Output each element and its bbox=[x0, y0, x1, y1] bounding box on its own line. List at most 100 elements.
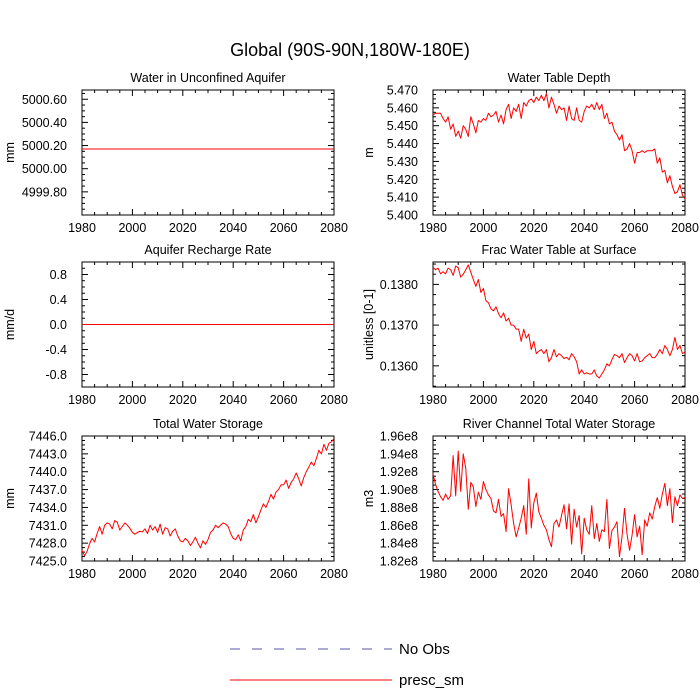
x-tick-label: 2060 bbox=[621, 393, 649, 407]
x-tick-label: 2040 bbox=[570, 393, 598, 407]
x-tick-label: 1980 bbox=[419, 567, 447, 581]
y-tick-label: 7425.0 bbox=[29, 555, 67, 569]
y-tick-label: 1.94e8 bbox=[380, 447, 418, 461]
y-axis-label: unitless [0-1] bbox=[362, 289, 376, 360]
y-tick-label: 7434.0 bbox=[29, 501, 67, 515]
chart-panel-5: Total Water Storage 1980 2000 2020 2040 2060 2… bbox=[3, 417, 348, 581]
y-tick-label: 7437.0 bbox=[29, 483, 67, 497]
x-tick-label: 2060 bbox=[621, 221, 649, 235]
x-tick-label: 2020 bbox=[169, 567, 197, 581]
y-axis-label: mm/d bbox=[3, 309, 17, 340]
y-tick-label: 5.470 bbox=[387, 84, 418, 98]
series-line-presc-sm bbox=[432, 450, 686, 558]
plot-frame bbox=[432, 435, 686, 562]
plot-frame bbox=[432, 89, 686, 216]
panel-title: Water in Unconfined Aquifer bbox=[130, 71, 285, 85]
y-tick-label: 0.1380 bbox=[380, 278, 418, 292]
y-axis-label: mm bbox=[3, 142, 17, 163]
y-tick-label: 0.0 bbox=[50, 318, 67, 332]
legend: No Obs presc_sm bbox=[230, 641, 464, 689]
y-tick-label: 5.420 bbox=[387, 173, 418, 187]
y-tick-label: 0.1360 bbox=[380, 359, 418, 373]
x-tick-label: 2020 bbox=[520, 393, 548, 407]
x-tick-label: 2080 bbox=[671, 221, 699, 235]
x-tick-label: 2040 bbox=[219, 567, 247, 581]
x-tick-label: 2040 bbox=[570, 221, 598, 235]
x-tick-label: 1980 bbox=[68, 221, 96, 235]
panel-title: Total Water Storage bbox=[153, 417, 263, 431]
y-tick-label: 1.86e8 bbox=[380, 519, 418, 533]
y-tick-label: 4999.80 bbox=[22, 185, 67, 199]
y-tick-label: 7440.0 bbox=[29, 465, 67, 479]
panels: Water in Unconfined Aquifer 1980 2000 2020 2… bbox=[3, 71, 699, 581]
x-tick-label: 2020 bbox=[520, 567, 548, 581]
y-tick-label: 1.84e8 bbox=[380, 537, 418, 551]
y-tick-label: 7428.0 bbox=[29, 537, 67, 551]
x-tick-label: 2000 bbox=[118, 393, 146, 407]
x-tick-label: 2000 bbox=[469, 221, 497, 235]
x-tick-label: 2040 bbox=[570, 567, 598, 581]
series-line-presc-sm bbox=[81, 438, 335, 557]
y-tick-label: 5.400 bbox=[387, 209, 418, 223]
y-tick-label: 0.8 bbox=[50, 268, 67, 282]
x-tick-label: 2020 bbox=[169, 393, 197, 407]
x-tick-label: 2000 bbox=[469, 393, 497, 407]
chart-panel-4: Frac Water Table at Surface 1980 2000 2020 2… bbox=[362, 243, 699, 407]
y-tick-label: 5.430 bbox=[387, 155, 418, 169]
y-tick-label: 5.440 bbox=[387, 137, 418, 151]
x-tick-label: 2040 bbox=[219, 221, 247, 235]
y-axis-label: mm bbox=[3, 488, 17, 509]
chart-panel-6: River Channel Total Water Storage 1980 200… bbox=[362, 417, 699, 581]
x-tick-label: 2020 bbox=[520, 221, 548, 235]
x-tick-label: 2020 bbox=[169, 221, 197, 235]
panel-title: River Channel Total Water Storage bbox=[463, 417, 656, 431]
x-tick-label: 2000 bbox=[469, 567, 497, 581]
y-tick-label: 1.96e8 bbox=[380, 430, 418, 444]
chart-panel-1: Water in Unconfined Aquifer 1980 2000 2020 2… bbox=[3, 71, 348, 235]
y-tick-label: 7443.0 bbox=[29, 447, 67, 461]
y-tick-label: 5000.00 bbox=[22, 162, 67, 176]
x-tick-label: 2060 bbox=[270, 393, 298, 407]
y-tick-label: 5000.40 bbox=[22, 116, 67, 130]
figure-title: Global (90S-90N,180W-180E) bbox=[230, 40, 470, 60]
y-tick-label: 5.410 bbox=[387, 191, 418, 205]
plot-frame bbox=[81, 435, 335, 562]
y-tick-label: 5000.60 bbox=[22, 93, 67, 107]
x-tick-label: 2040 bbox=[219, 393, 247, 407]
x-tick-label: 2060 bbox=[270, 221, 298, 235]
y-tick-label: 1.90e8 bbox=[380, 483, 418, 497]
y-tick-label: 1.88e8 bbox=[380, 501, 418, 515]
legend-label-presc-sm: presc_sm bbox=[399, 672, 464, 689]
x-tick-label: 2080 bbox=[320, 393, 348, 407]
plot-frame bbox=[432, 261, 686, 388]
legend-label-no-obs: No Obs bbox=[399, 641, 450, 658]
y-tick-label: 5.460 bbox=[387, 101, 418, 115]
y-tick-label: -0.4 bbox=[45, 343, 67, 357]
chart-panel-2: Water Table Depth 1980 2000 2020 2040 2060 208… bbox=[362, 71, 699, 235]
y-tick-label: 5000.20 bbox=[22, 139, 67, 153]
panel-title: Water Table Depth bbox=[508, 71, 611, 85]
y-tick-label: -0.8 bbox=[45, 368, 67, 382]
y-tick-label: 7431.0 bbox=[29, 519, 67, 533]
x-tick-label: 1980 bbox=[419, 221, 447, 235]
panel-title: Aquifer Recharge Rate bbox=[144, 243, 271, 257]
y-axis-label: m bbox=[362, 147, 376, 157]
y-tick-label: 0.1370 bbox=[380, 319, 418, 333]
y-tick-label: 0.4 bbox=[50, 293, 67, 307]
x-tick-label: 1980 bbox=[68, 393, 96, 407]
x-tick-label: 2080 bbox=[671, 567, 699, 581]
series-line-presc-sm bbox=[432, 264, 686, 379]
series-line-presc-sm bbox=[432, 93, 686, 200]
y-axis-label: m3 bbox=[362, 490, 376, 507]
y-tick-label: 1.92e8 bbox=[380, 465, 418, 479]
y-tick-label: 7446.0 bbox=[29, 430, 67, 444]
y-tick-label: 5.450 bbox=[387, 119, 418, 133]
x-tick-label: 1980 bbox=[419, 393, 447, 407]
chart-panel-3: Aquifer Recharge Rate 1980 2000 2020 2040 206… bbox=[3, 243, 348, 407]
x-tick-label: 2000 bbox=[118, 567, 146, 581]
x-tick-label: 2060 bbox=[270, 567, 298, 581]
x-tick-label: 2060 bbox=[621, 567, 649, 581]
x-tick-label: 2080 bbox=[320, 567, 348, 581]
x-tick-label: 1980 bbox=[68, 567, 96, 581]
